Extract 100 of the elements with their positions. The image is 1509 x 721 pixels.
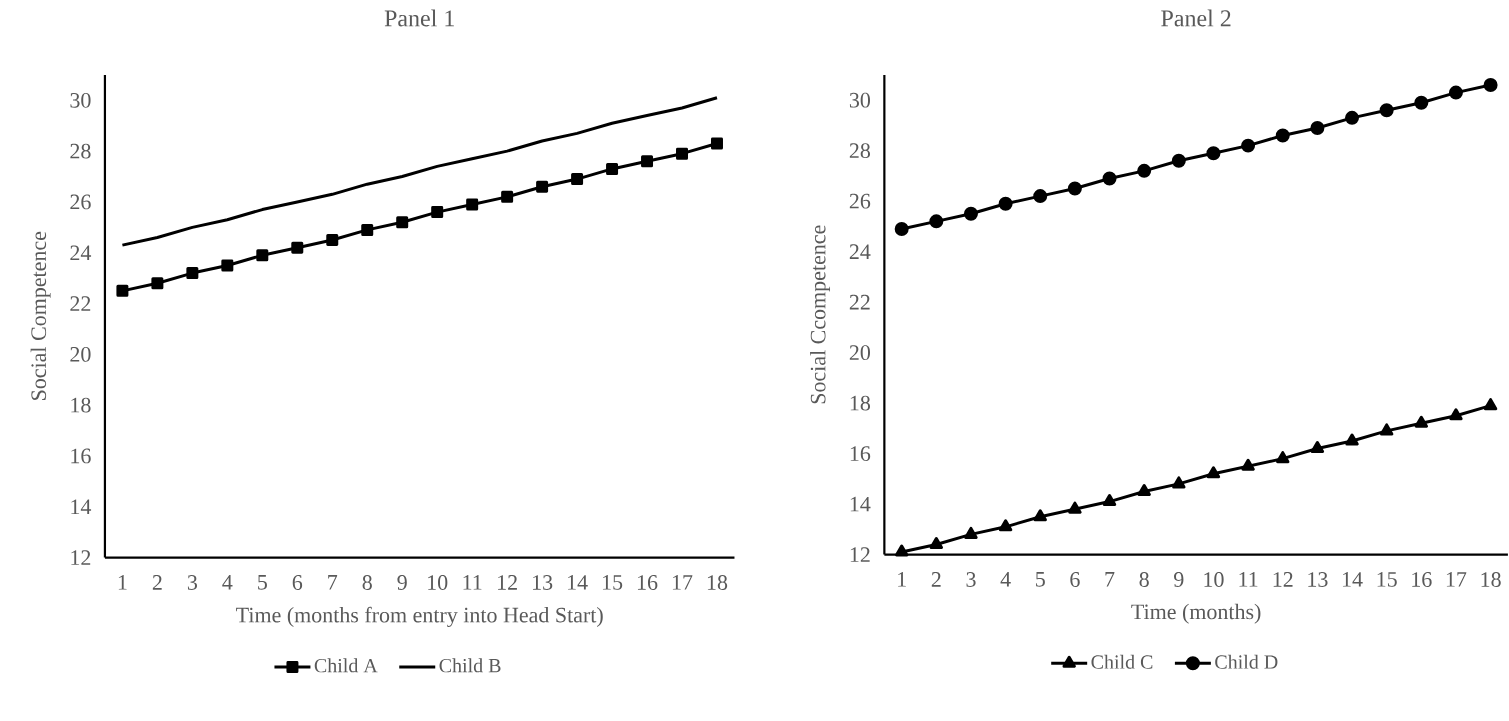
y-tick-label: 20	[70, 346, 91, 362]
x-axis-title: Time (months)	[1131, 603, 1261, 624]
x-axis-title: Time (months from entry into Head Start)	[236, 606, 603, 627]
x-tick-label: 7	[1105, 571, 1115, 587]
point	[1276, 450, 1290, 463]
point	[466, 198, 479, 211]
x-tick-label: 5	[1036, 571, 1045, 587]
point	[710, 137, 723, 150]
point	[1483, 397, 1498, 410]
x-tick-label: 8	[362, 574, 372, 590]
x-tick-label: 13	[1308, 571, 1328, 587]
y-tick-label: 26	[849, 193, 871, 209]
x-tick-label: 17	[1446, 571, 1467, 587]
y-tick-label: 22	[70, 296, 91, 311]
point	[998, 196, 1013, 211]
x-tick-label: 6	[292, 574, 303, 590]
point	[1345, 433, 1359, 446]
legend-label: Child D	[1215, 654, 1278, 669]
point	[894, 221, 909, 236]
point	[1137, 483, 1151, 496]
y-tick-label: 28	[70, 143, 91, 159]
x-tick-label: 3	[187, 574, 198, 590]
x-tick-label: 16	[637, 574, 658, 590]
point	[186, 266, 199, 279]
y-tick-label: 16	[71, 448, 91, 464]
x-tick-label: 12	[1273, 571, 1293, 587]
point	[963, 206, 978, 221]
x-tick-label: 9	[1174, 571, 1184, 587]
point	[1033, 508, 1047, 521]
point	[606, 162, 619, 175]
point	[571, 172, 584, 185]
y-tick-label: 18	[850, 395, 871, 411]
point	[1137, 163, 1152, 178]
x-tick-label: 9	[397, 574, 407, 590]
point	[1275, 128, 1290, 143]
point	[676, 147, 689, 160]
y-tick-label: 26	[70, 194, 91, 210]
x-tick-label: 12	[498, 574, 517, 590]
point	[221, 259, 234, 272]
point	[894, 544, 909, 557]
point	[929, 536, 944, 549]
point	[964, 526, 978, 539]
y-tick-label: 12	[71, 550, 91, 565]
point	[256, 249, 269, 262]
x-tick-label: 16	[1412, 571, 1432, 587]
y-tick-label: 14	[71, 499, 92, 514]
point	[1483, 77, 1498, 92]
x-tick-label: 4	[222, 574, 233, 590]
x-tick-label: 1	[118, 574, 127, 590]
legend-label: Child B	[439, 658, 501, 673]
x-tick-label: 10	[1204, 571, 1224, 587]
y-tick-label: 22	[849, 294, 870, 310]
x-tick-label: 15	[603, 574, 623, 590]
x-tick-label: 10	[428, 574, 448, 590]
chart-title: Panel 1	[384, 9, 454, 27]
x-tick-label: 8	[1139, 571, 1149, 587]
point	[929, 214, 944, 229]
point	[1206, 466, 1221, 479]
point	[1379, 423, 1394, 436]
x-tick-label: 2	[931, 571, 941, 587]
point	[998, 519, 1013, 532]
y-tick-label: 30	[70, 92, 91, 108]
x-tick-label: 11	[1239, 571, 1258, 587]
point	[1171, 153, 1186, 168]
x-tick-label: 3	[966, 571, 976, 587]
point	[291, 241, 304, 254]
legend-label: Child C	[1091, 654, 1153, 669]
point	[1102, 171, 1117, 186]
chart-title: Panel 2	[1161, 9, 1231, 27]
point	[1448, 85, 1463, 100]
x-tick-label: 11	[463, 574, 482, 590]
point	[361, 223, 374, 236]
point	[1033, 188, 1048, 203]
x-tick-label: 15	[1377, 571, 1397, 587]
x-tick-label: 14	[568, 574, 588, 590]
point	[396, 216, 409, 229]
y-tick-label: 30	[849, 92, 871, 108]
x-tick-label: 5	[258, 574, 267, 590]
y-tick-label: 18	[71, 397, 91, 413]
point	[1310, 120, 1325, 135]
x-tick-label: 1	[898, 571, 906, 587]
legend-label: Child A	[314, 658, 378, 673]
x-tick-label: 7	[328, 574, 338, 590]
y-tick-label: 24	[849, 244, 871, 259]
point	[1449, 408, 1463, 420]
point	[501, 190, 514, 203]
point	[1414, 415, 1428, 428]
x-tick-label: 18	[707, 574, 728, 590]
point	[151, 277, 164, 289]
point	[431, 205, 444, 218]
point	[326, 233, 339, 246]
y-tick-label: 20	[849, 344, 871, 360]
y-axis-title: Social Ccompetence	[810, 225, 831, 404]
y-tick-label: 16	[850, 445, 871, 461]
x-tick-label: 14	[1342, 571, 1363, 587]
x-tick-label: 17	[672, 574, 693, 590]
point	[1068, 501, 1082, 514]
point	[1310, 440, 1325, 453]
x-tick-label: 4	[1000, 571, 1011, 587]
point	[1206, 145, 1221, 160]
